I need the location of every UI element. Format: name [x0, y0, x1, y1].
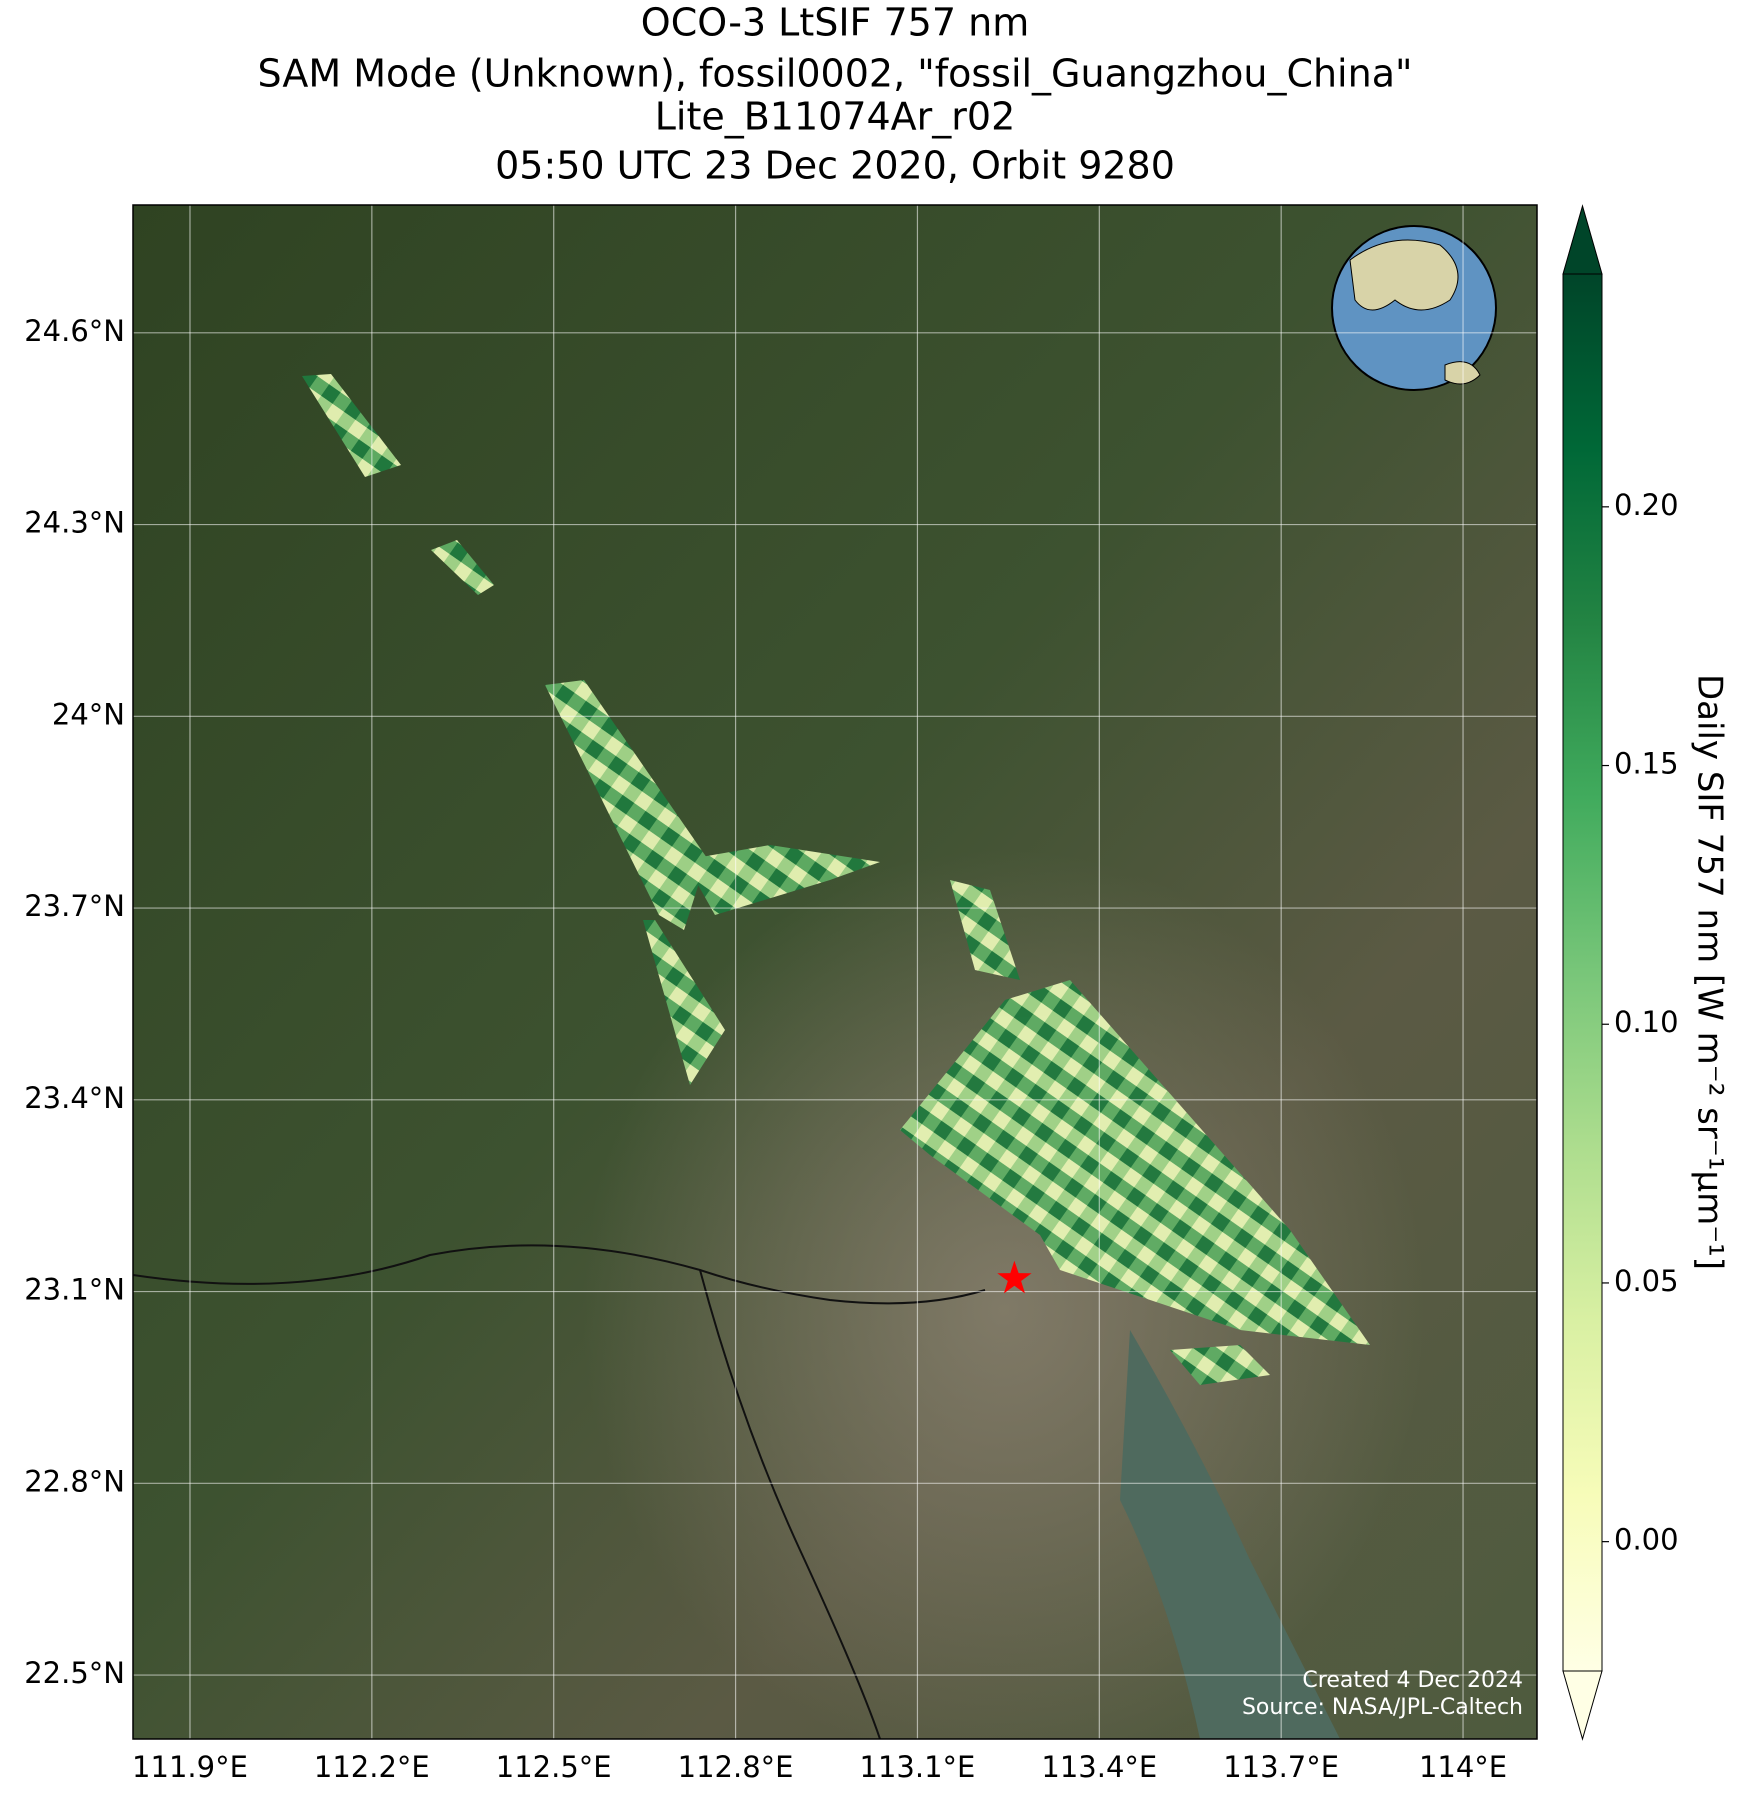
map-frame: [132, 204, 1538, 1740]
x-tick-label: 112.2°E: [314, 1750, 430, 1784]
y-tick-label: 23.7°N: [24, 889, 125, 923]
y-tick-label: 24°N: [52, 697, 125, 731]
colorbar-tick-label: 0.05: [1614, 1264, 1679, 1298]
map: [133, 205, 1537, 1739]
swath: [684, 845, 880, 915]
colorbar-arrow-top: [1562, 204, 1603, 275]
x-tick-label: 112.5°E: [496, 1750, 612, 1784]
target-marker: [997, 1260, 1032, 1294]
sif-swaths: [302, 374, 1370, 1385]
swath: [950, 880, 1020, 980]
colorbar-tick-label: 0.20: [1614, 488, 1679, 522]
x-tick-label: 111.9°E: [132, 1750, 248, 1784]
y-tick-label: 22.8°N: [24, 1464, 125, 1498]
chart-title: Lite_B11074Ar_r02: [655, 95, 1016, 139]
y-tick-label: 23.4°N: [24, 1081, 125, 1115]
swath: [431, 540, 494, 595]
globe-inset: [1331, 225, 1497, 391]
chart-title: 05:50 UTC 23 Dec 2020, Orbit 9280: [495, 144, 1175, 188]
river: [699, 1269, 881, 1739]
colorbar-tick-label: 0.10: [1614, 1005, 1679, 1039]
annotation: Created 4 Dec 2024: [1302, 1668, 1523, 1693]
chart-title: OCO-3 LtSIF 757 nm: [641, 1, 1029, 45]
x-tick-label: 112.8°E: [678, 1750, 794, 1784]
estuary: [1120, 1330, 1340, 1739]
swath: [302, 374, 401, 477]
colorbar-tick-label: 0.15: [1614, 747, 1679, 781]
colorbar-arrow-bottom: [1562, 1670, 1603, 1741]
x-tick-label: 114°E: [1419, 1750, 1507, 1784]
river: [133, 1244, 986, 1305]
annotation: Source: NASA/JPL-Caltech: [1242, 1695, 1523, 1720]
y-tick-label: 23.1°N: [24, 1273, 125, 1307]
y-tick-label: 24.6°N: [24, 314, 125, 348]
x-tick-label: 113.7°E: [1223, 1750, 1339, 1784]
land: [1349, 239, 1459, 311]
y-tick-label: 22.5°N: [24, 1656, 125, 1690]
colorbar-tick-label: 0.00: [1614, 1523, 1679, 1557]
swath: [900, 980, 1370, 1345]
colorbar-label: Daily SIF 757 nm [W m⁻² sr⁻¹µm⁻¹]: [1690, 674, 1730, 1270]
chart-title: SAM Mode (Unknown), fossil0002, "fossil_…: [258, 52, 1413, 96]
swath: [643, 920, 725, 1085]
colorbar: [1562, 273, 1603, 1672]
x-tick-label: 113.1°E: [860, 1750, 976, 1784]
swath: [1170, 1345, 1270, 1385]
y-tick-label: 24.3°N: [24, 506, 125, 540]
x-tick-label: 113.4°E: [1041, 1750, 1157, 1784]
swath: [545, 680, 707, 930]
